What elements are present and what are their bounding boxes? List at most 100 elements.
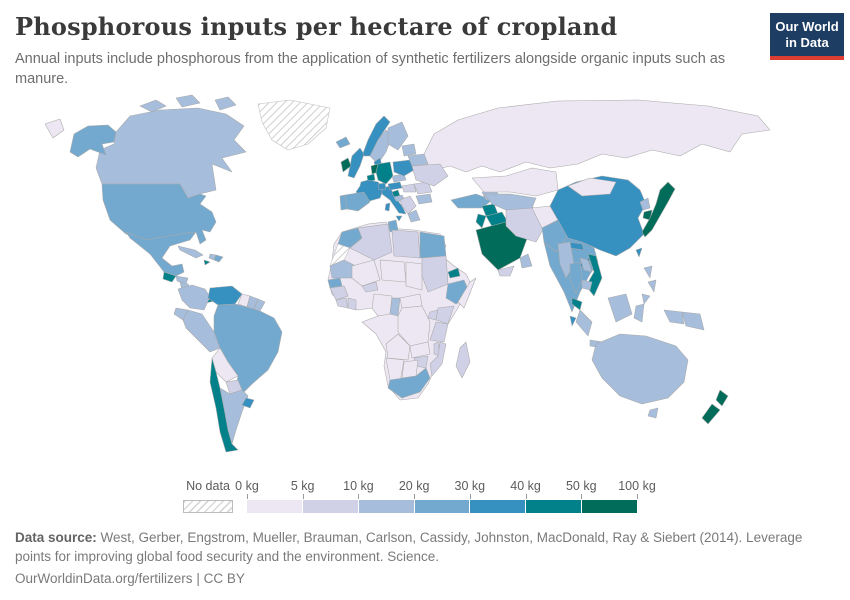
country-north-korea[interactable] [639, 197, 651, 211]
country-kazakhstan[interactable] [471, 167, 559, 197]
data-source-text: West, Gerber, Engstrom, Mueller, Brauman… [15, 530, 803, 564]
country-iceland[interactable] [335, 136, 351, 149]
country-south-africa[interactable] [387, 367, 431, 399]
chart-footer: Data source: West, Gerber, Engstrom, Mue… [15, 529, 827, 586]
country-mongolia[interactable] [567, 177, 617, 197]
country-mexico[interactable] [125, 231, 197, 277]
country-cuba[interactable] [177, 245, 204, 259]
country-ukraine[interactable] [411, 163, 449, 187]
country-dominican-republic[interactable] [213, 254, 224, 263]
country-germany[interactable] [375, 161, 394, 185]
country-russia[interactable] [44, 99, 771, 173]
country-spain[interactable] [344, 191, 371, 212]
country-united-kingdom[interactable] [347, 147, 365, 179]
country-mali[interactable] [351, 259, 381, 287]
country-tunisia[interactable] [387, 219, 399, 233]
legend-bin-1[interactable] [302, 500, 359, 513]
country-oman[interactable] [519, 253, 533, 269]
country-hungary[interactable] [401, 183, 417, 193]
country-guatemala[interactable] [162, 271, 177, 283]
legend-no-data-label: No data [186, 479, 230, 493]
country-ghana[interactable] [347, 297, 357, 311]
legend-tick [525, 494, 527, 499]
legend-color-bar [247, 500, 638, 513]
legend-bin-4[interactable] [470, 500, 527, 513]
legend-bin-3[interactable] [414, 500, 471, 513]
country-egypt[interactable] [419, 231, 447, 259]
country-yemen[interactable] [497, 265, 515, 277]
legend-bin-6[interactable] [582, 500, 638, 513]
country-botswana[interactable] [401, 359, 419, 379]
country-sri-lanka[interactable] [569, 315, 577, 327]
country-colombia[interactable] [177, 284, 211, 311]
legend-tick-label: 40 kg [510, 479, 541, 493]
legend-tick-label: 0 kg [235, 479, 259, 493]
country-switzerland[interactable] [377, 182, 387, 191]
country-burkina-faso[interactable] [361, 281, 379, 293]
country-greenland[interactable] [257, 99, 331, 151]
country-venezuela[interactable] [207, 285, 243, 306]
country-democratic-republic-of-congo[interactable] [397, 305, 431, 347]
country-niger[interactable] [379, 259, 407, 283]
country-laos[interactable] [579, 257, 593, 273]
country-japan[interactable] [641, 181, 676, 238]
country-chile[interactable] [209, 357, 239, 453]
country-finland[interactable] [387, 121, 409, 151]
country-eritrea[interactable] [447, 267, 461, 279]
country-australia[interactable] [591, 333, 689, 419]
country-austria[interactable] [387, 181, 403, 191]
country-somalia[interactable] [457, 277, 477, 309]
country-tanzania[interactable] [429, 321, 449, 343]
country-cote-d-ivoire[interactable] [335, 297, 349, 309]
world-map[interactable] [30, 92, 820, 480]
country-thailand[interactable] [569, 261, 583, 295]
data-source-line: Data source: West, Gerber, Engstrom, Mue… [15, 529, 827, 566]
country-nigeria[interactable] [371, 293, 393, 317]
country-poland[interactable] [392, 159, 415, 177]
country-brazil[interactable] [213, 303, 283, 397]
footer-link-line: OurWorldinData.org/fertilizers | CC BY [15, 571, 827, 586]
country-israel[interactable] [475, 213, 487, 229]
legend-tick [469, 494, 471, 499]
country-bulgaria[interactable] [415, 193, 433, 205]
country-taiwan[interactable] [635, 247, 643, 258]
country-greece[interactable] [407, 209, 421, 223]
country-new-zealand[interactable] [701, 389, 729, 425]
owid-logo-line1: Our World [775, 19, 839, 34]
country-zambia[interactable] [409, 341, 431, 359]
legend-bin-5[interactable] [526, 500, 583, 513]
legend-bin-0[interactable] [247, 500, 303, 513]
country-mozambique[interactable] [429, 341, 447, 377]
country-turkey[interactable] [450, 193, 493, 209]
legend-tick-label: 100 kg [618, 479, 656, 493]
country-jamaica[interactable] [203, 259, 211, 266]
country-uruguay[interactable] [241, 397, 255, 409]
country-philippines[interactable] [641, 265, 657, 305]
country-cameroon[interactable] [389, 297, 401, 317]
country-guinea[interactable] [329, 285, 349, 301]
country-madagascar[interactable] [455, 341, 471, 379]
country-argentina[interactable] [219, 387, 249, 445]
country-chad[interactable] [405, 261, 423, 291]
country-canada[interactable] [95, 94, 247, 199]
legend-bin-2[interactable] [358, 500, 415, 513]
legend-no-data-swatch[interactable] [183, 500, 233, 513]
owid-url-link[interactable]: OurWorldinData.org/fertilizers [15, 571, 193, 587]
country-cambodia[interactable] [581, 279, 593, 291]
country-serbia[interactable] [399, 195, 417, 215]
country-belarus[interactable] [407, 153, 429, 167]
country-sudan[interactable] [421, 255, 449, 293]
country-libya[interactable] [391, 229, 421, 259]
owid-logo[interactable]: Our World in Data [770, 13, 844, 60]
legend-tick [358, 494, 360, 499]
legend-tick-label: 5 kg [290, 479, 315, 493]
legend-tick-label: 30 kg [454, 479, 486, 493]
country-lithuania[interactable] [401, 143, 417, 157]
country-angola[interactable] [385, 333, 411, 361]
country-united-states[interactable] [69, 124, 217, 245]
map-countries-layer [44, 94, 771, 453]
country-ireland[interactable] [340, 157, 352, 173]
country-papua-new-guinea[interactable] [681, 311, 705, 331]
country-senegal[interactable] [327, 277, 343, 289]
